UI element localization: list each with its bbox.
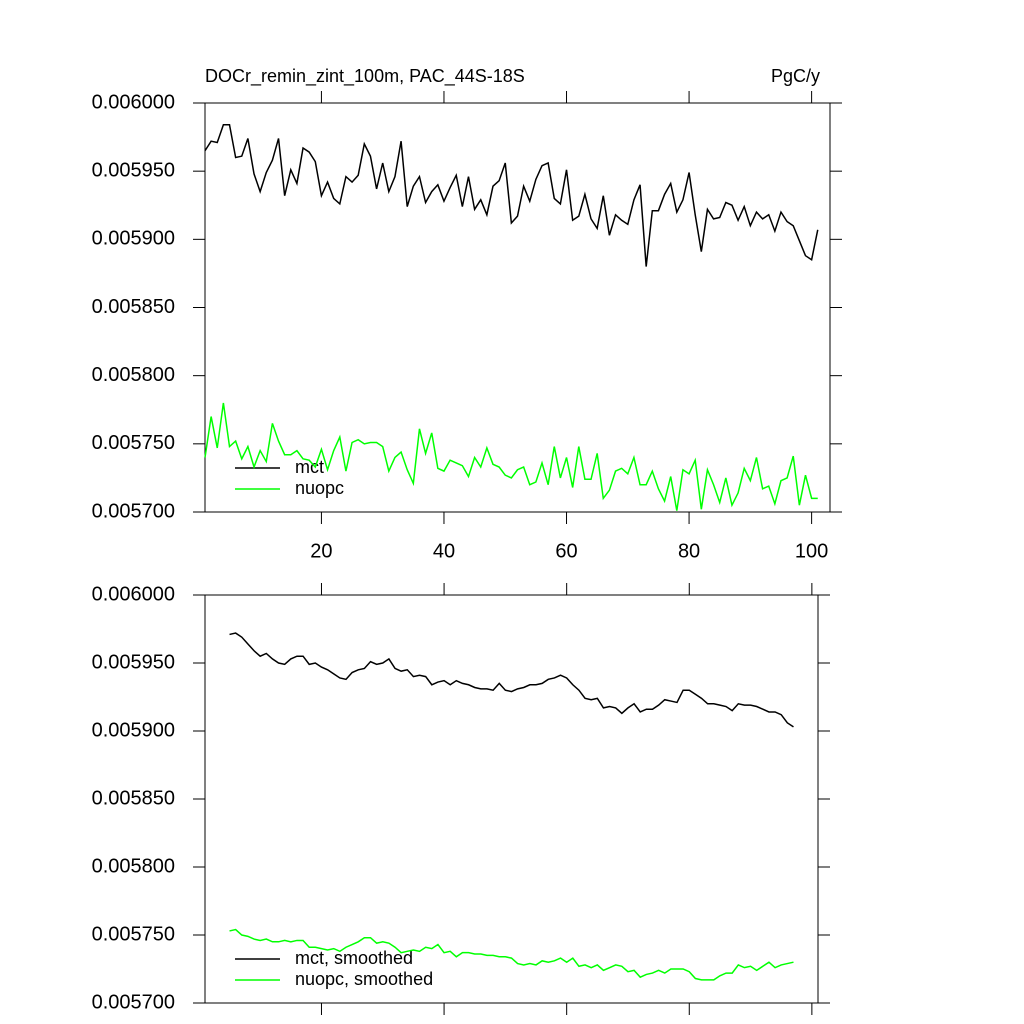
y-tick-label: 0.005950	[92, 159, 175, 181]
y-tick-label: 0.005850	[92, 787, 175, 809]
y-tick-label: 0.005700	[92, 991, 175, 1013]
x-tick-label: 40	[433, 540, 455, 562]
plot-frame	[204, 102, 831, 513]
y-tick-label: 0.005750	[92, 923, 175, 945]
y-tick-label: 0.006000	[92, 583, 175, 605]
chart-title: DOCr_remin_zint_100m, PAC_44S-18S	[205, 66, 525, 87]
y-tick-label: 0.005950	[92, 651, 175, 673]
series-line	[229, 928, 794, 981]
y-tick-label: 0.005900	[92, 719, 175, 741]
units-label: PgC/y	[771, 66, 820, 86]
series-line	[204, 124, 819, 267]
series-line	[204, 402, 818, 511]
legend-label: nuopc	[295, 478, 344, 498]
y-tick-label: 0.005900	[92, 228, 175, 250]
y-tick-label: 0.006000	[92, 91, 175, 113]
legend-label: nuopc, smoothed	[295, 969, 433, 989]
x-tick-label: 100	[795, 540, 828, 562]
legend-label: mct, smoothed	[295, 948, 413, 968]
x-tick-label: 80	[678, 540, 700, 562]
y-tick-label: 0.005700	[92, 500, 175, 522]
x-tick-label: 60	[555, 540, 577, 562]
series-line	[229, 632, 794, 728]
y-tick-label: 0.005750	[92, 432, 175, 454]
y-tick-label: 0.005800	[92, 364, 175, 386]
y-tick-label: 0.005800	[92, 855, 175, 877]
y-tick-label: 0.005850	[92, 296, 175, 318]
x-tick-label: 20	[310, 540, 332, 562]
